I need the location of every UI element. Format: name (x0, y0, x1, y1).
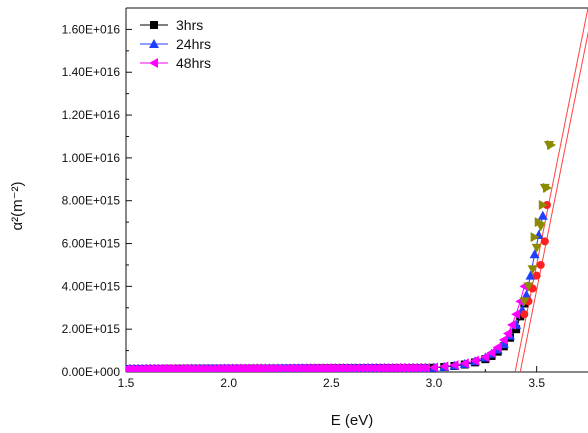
legend-label: 24hrs (176, 36, 211, 52)
legend-marker (149, 39, 159, 48)
y-tick-label: 1.00E+016 (62, 151, 121, 165)
data-point (420, 362, 430, 372)
data-point (359, 363, 369, 372)
data-point (396, 363, 406, 372)
data-point (459, 358, 469, 369)
legend-marker (150, 21, 158, 29)
y-tick-label: 2.00E+015 (62, 322, 121, 336)
data-point (301, 363, 311, 372)
y-axis-title: α²(m⁻²) (9, 181, 26, 230)
data-point (525, 270, 536, 280)
data-point (338, 363, 348, 372)
legend-label: 3hrs (176, 17, 203, 33)
y-tick-label: 0.00E+000 (62, 365, 121, 379)
data-point (547, 140, 557, 151)
data-point (305, 363, 315, 372)
data-point (412, 362, 422, 372)
data-point (355, 363, 365, 372)
series-baseline-48hrs (126, 362, 438, 372)
data-point (512, 325, 521, 334)
x-tick-label: 2.5 (323, 376, 340, 390)
data-point (534, 217, 544, 228)
x-axis-title: E (eV) (331, 412, 374, 429)
data-point (540, 237, 549, 246)
data-point (342, 363, 352, 372)
data-point (309, 363, 319, 372)
data-point (502, 328, 512, 339)
data-point (439, 361, 449, 372)
legend-label: 48hrs (176, 55, 211, 71)
data-point (529, 249, 540, 259)
x-tick-label: 3.5 (528, 376, 545, 390)
data-point (379, 363, 389, 372)
data-point (519, 297, 530, 307)
data-point (532, 271, 541, 280)
data-point (429, 362, 438, 372)
y-tick-label: 6.00E+015 (62, 237, 121, 251)
y-tick-label: 4.00E+015 (62, 279, 121, 293)
data-point (297, 363, 307, 372)
x-tick-label: 3.0 (426, 376, 443, 390)
data-point (531, 243, 542, 253)
data-point (516, 312, 525, 321)
y-tick-label: 8.00E+015 (62, 194, 121, 208)
data-point (318, 363, 328, 372)
data-point (346, 363, 356, 372)
legend-marker (149, 58, 158, 68)
data-point (350, 363, 360, 372)
data-point (363, 363, 373, 372)
data-point (326, 363, 336, 372)
data-point (507, 319, 517, 330)
data-point (383, 363, 393, 372)
data-point (538, 199, 548, 210)
data-point (392, 363, 402, 372)
y-tick-label: 1.40E+016 (62, 65, 121, 79)
data-point (449, 360, 459, 371)
fit-line (519, 31, 588, 372)
y-tick-label: 1.60E+016 (62, 22, 121, 36)
series-triangle-right (530, 140, 557, 243)
data-point (334, 363, 344, 372)
x-tick-label: 2.0 (220, 376, 237, 390)
data-point (416, 362, 426, 372)
data-point (511, 309, 521, 320)
data-point (387, 363, 397, 372)
data-point (314, 363, 324, 372)
data-point (542, 182, 552, 193)
data-point (470, 355, 480, 366)
data-point (480, 352, 490, 363)
data-point (537, 210, 548, 220)
legend: 3hrs 24hrs 48hrs (140, 17, 211, 71)
data-point (400, 363, 410, 372)
data-point (408, 363, 418, 372)
data-point (322, 363, 332, 372)
data-point (527, 265, 538, 275)
data-point (371, 363, 381, 372)
data-point (530, 232, 540, 243)
data-point (404, 363, 414, 372)
data-point (536, 260, 545, 269)
y-tick-label: 1.20E+016 (62, 108, 121, 122)
data-point (330, 363, 340, 372)
data-point (520, 310, 529, 319)
data-point (498, 334, 508, 345)
data-point (492, 342, 502, 353)
x-tick-label: 1.5 (118, 376, 135, 390)
data-point (523, 282, 534, 292)
data-point (367, 363, 377, 372)
data-point (486, 347, 496, 358)
data-point (375, 363, 385, 372)
